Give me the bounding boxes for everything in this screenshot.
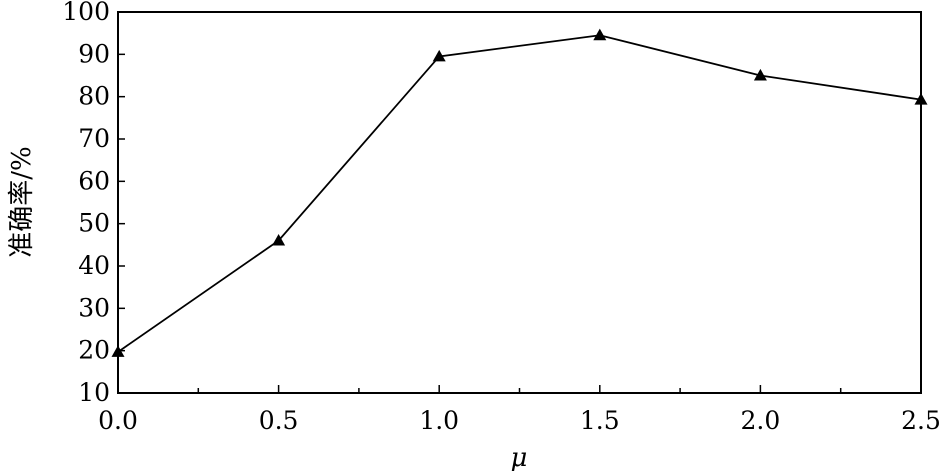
x-tick-label: 2.0 [741,406,781,435]
y-tick-label: 80 [78,82,110,111]
x-tick-label: 0.0 [98,406,138,435]
series-layer [111,28,928,357]
y-tick-label: 50 [78,209,110,238]
x-tick-label: 0.5 [259,406,299,435]
y-axis-title: 准确率/% [7,146,37,257]
x-axis-title: μ [511,443,528,471]
y-tick-label: 90 [78,39,110,68]
series-line [117,34,922,353]
data-point-marker [914,93,928,105]
y-tick-label: 100 [62,0,110,26]
y-tick-label: 60 [78,166,110,195]
data-point-marker [753,68,767,81]
plot-area-frame [117,11,922,394]
data-point-marker [593,28,607,41]
y-tick-label: 70 [78,124,110,153]
y-tick-label: 40 [78,251,110,280]
data-point-marker [111,345,125,357]
y-tick-label: 20 [78,336,110,365]
x-tick-label: 1.0 [419,406,459,435]
data-point-marker [432,49,446,62]
x-tick-label: 1.5 [580,406,620,435]
y-axis: 10 20 30 40 50 60 70 80 90 100 [62,0,125,407]
x-axis: 0.0 0.5 1.0 1.5 2.0 2.5 [98,385,941,435]
data-point-marker [272,234,286,246]
y-tick-label: 30 [78,293,110,322]
x-tick-label: 2.5 [901,406,941,435]
y-tick-label: 10 [78,378,110,407]
